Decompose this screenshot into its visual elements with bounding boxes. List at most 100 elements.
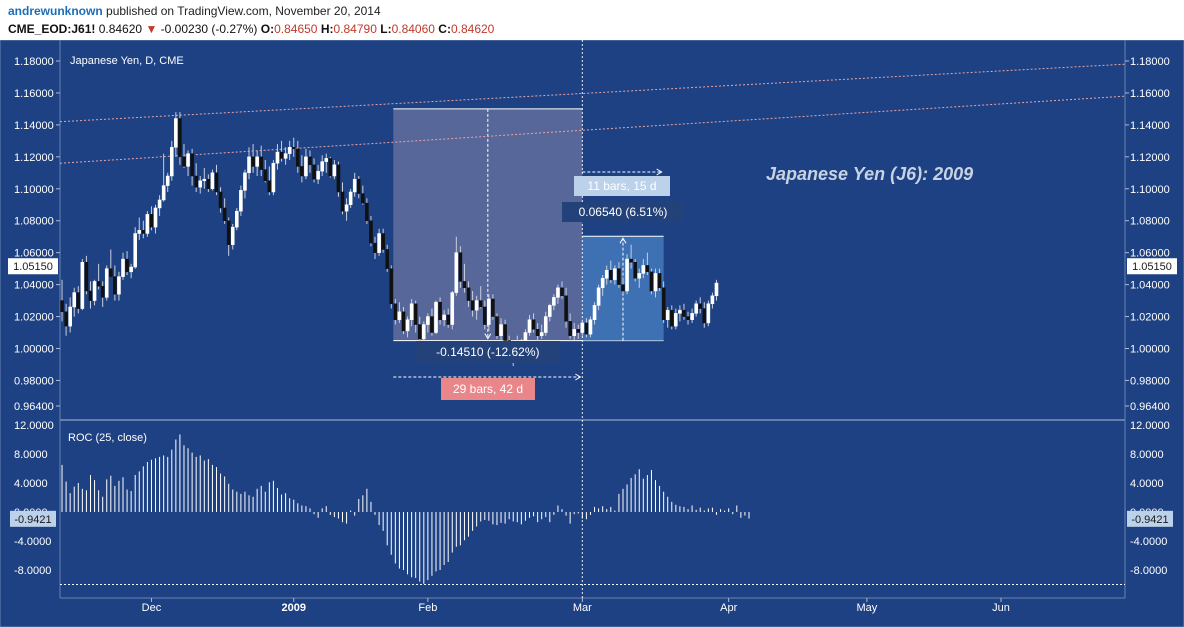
candle-body xyxy=(271,162,276,193)
candle-body xyxy=(491,298,495,317)
candle-body xyxy=(312,164,316,180)
candle-body xyxy=(564,295,568,322)
price-chart[interactable]: 1.18000 1.18000 1.16000 1.16000 1.14000 1.140… xyxy=(0,40,1184,627)
candle-body xyxy=(332,164,337,177)
candle-body xyxy=(462,281,467,289)
candle-body xyxy=(84,262,89,292)
candle-body xyxy=(96,281,101,287)
candle-body xyxy=(279,151,284,159)
current-price-tag-left-bg xyxy=(8,258,58,275)
candle-body xyxy=(210,172,215,190)
price-tick-label-left: 1.10000 xyxy=(14,184,54,196)
decline-span-arrow-head xyxy=(575,373,582,381)
candle-body xyxy=(316,170,320,180)
candle-body xyxy=(430,316,434,333)
candle-body xyxy=(348,191,353,206)
roc-value-tag-left: -0.9421 xyxy=(14,514,51,526)
candle-body xyxy=(487,298,491,325)
candle-body xyxy=(417,324,422,340)
roc-tick-label-right: 12.0000 xyxy=(1130,420,1170,432)
publish-line: andrewunknown published on TradingView.c… xyxy=(8,4,381,18)
candle-body xyxy=(548,305,552,317)
candle-body xyxy=(251,156,255,167)
candle-body xyxy=(365,202,369,221)
price-tick-label-left: 0.98000 xyxy=(14,375,54,387)
time-axis-label: Mar xyxy=(573,602,592,614)
published-text: published on TradingView.com, November 2… xyxy=(106,4,381,18)
candle-body xyxy=(450,292,455,325)
price-tick-label-right: 1.18000 xyxy=(1130,56,1170,68)
candle-body xyxy=(543,316,548,333)
candle-body xyxy=(121,258,125,277)
time-axis-label: Jun xyxy=(992,602,1010,614)
candle-body xyxy=(482,306,487,325)
candle-body xyxy=(239,190,243,212)
candle-body xyxy=(202,178,207,182)
candle-body xyxy=(621,284,625,292)
candle-body xyxy=(653,273,658,292)
author-link[interactable]: andrewunknown xyxy=(8,4,103,18)
roc-tick-label-right: -4.0000 xyxy=(1130,536,1167,548)
candle-body xyxy=(222,207,227,221)
candle-body xyxy=(88,290,93,301)
close-label: C: xyxy=(438,22,451,36)
candle-body xyxy=(665,309,670,320)
candle-body xyxy=(674,313,678,327)
candle-body xyxy=(68,306,72,327)
candle-body xyxy=(568,321,572,336)
roc-value-tag-right: -0.9421 xyxy=(1131,514,1168,526)
price-tick-label-left: 1.08000 xyxy=(14,216,54,228)
roc-histogram xyxy=(60,434,1125,585)
candle-body xyxy=(104,268,109,298)
candle-body xyxy=(113,276,117,295)
candle-body xyxy=(422,324,426,340)
candle-body xyxy=(72,292,77,308)
candle-body xyxy=(304,156,308,177)
time-axis-label: Feb xyxy=(418,602,437,614)
time-axis-label: 2009 xyxy=(281,602,305,614)
price-tick-label-left: 1.14000 xyxy=(14,120,54,132)
candle-body xyxy=(604,269,609,279)
high-label: H: xyxy=(320,22,334,36)
candle-body xyxy=(324,158,329,162)
close-value: 0.84620 xyxy=(450,22,495,36)
candle-body xyxy=(190,153,194,177)
current-price-tag-right: 1.05150 xyxy=(1132,261,1172,273)
current-price-tag-left: 1.05150 xyxy=(13,261,53,273)
candle-body xyxy=(141,230,146,234)
decline-bars-label: 29 bars, 42 d xyxy=(453,382,523,396)
decline-bars-label-bg xyxy=(441,378,535,400)
price-tick-label-right: 1.08000 xyxy=(1130,216,1170,228)
symbol-name: CME_EOD:J61! xyxy=(8,22,96,36)
candle-body xyxy=(133,233,137,268)
candle-body xyxy=(702,308,707,324)
candle-body xyxy=(499,324,503,336)
candle-body xyxy=(352,178,357,193)
candle-body xyxy=(194,175,198,188)
candle-body xyxy=(153,207,158,228)
candle-body xyxy=(178,118,182,158)
candle-body xyxy=(641,265,646,274)
candle-body xyxy=(413,303,418,325)
candle-body xyxy=(283,153,288,159)
candle-body xyxy=(381,233,385,250)
candle-body xyxy=(218,191,223,209)
candle-body xyxy=(169,147,174,177)
candle-body xyxy=(552,297,556,306)
candle-body xyxy=(710,295,715,305)
candle-body xyxy=(600,277,605,289)
time-axis-label: May xyxy=(856,602,877,614)
candle-body xyxy=(474,300,479,311)
time-axis-label: Dec xyxy=(142,602,162,614)
rebound-change-label: 0.06540 (6.51%) xyxy=(579,205,668,219)
candle-body xyxy=(235,210,239,228)
candle-body xyxy=(255,156,259,167)
candle-body xyxy=(397,311,402,320)
candle-body xyxy=(495,316,499,336)
candle-body xyxy=(287,147,292,154)
last-price: 0.84620 xyxy=(98,22,143,36)
candle-body xyxy=(588,319,593,335)
candle-body xyxy=(328,158,333,177)
rebound-change-label-bg xyxy=(562,202,684,222)
roc-tick-label-left: -8.0000 xyxy=(14,565,51,577)
